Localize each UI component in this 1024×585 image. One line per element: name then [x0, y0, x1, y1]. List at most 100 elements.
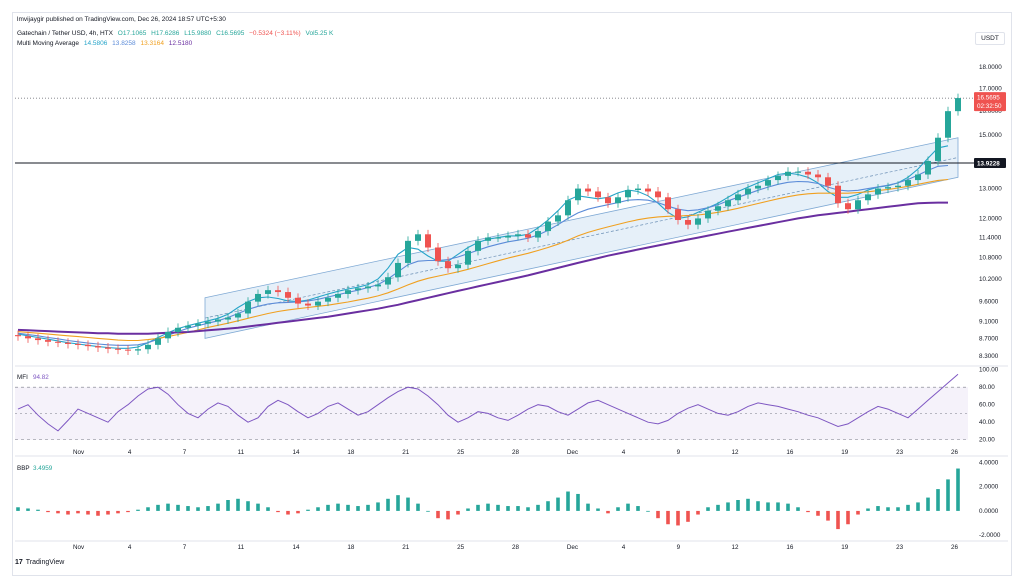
candle-body — [475, 240, 481, 251]
candle-body — [15, 335, 21, 337]
candle-body — [275, 290, 281, 293]
candle-body — [535, 231, 541, 238]
bbp-tick-1: 2.0000 — [979, 484, 999, 491]
bbp-bar — [746, 498, 750, 511]
bbp-bar — [256, 503, 260, 511]
bbp-bar — [36, 509, 40, 511]
bbp-bar — [526, 507, 530, 511]
bbp-bar — [646, 510, 650, 512]
bbp-bar — [696, 510, 700, 515]
bbp-bar — [816, 510, 820, 516]
candle-body — [605, 197, 611, 204]
bbp-bar — [56, 510, 60, 514]
tradingview-logo[interactable]: 17 TradingView — [15, 559, 64, 566]
candle-body — [915, 174, 921, 181]
bbp-bar — [186, 506, 190, 511]
currency-selector[interactable]: USDT — [975, 32, 1005, 45]
candle-body — [45, 340, 51, 342]
bbp-bar — [196, 507, 200, 511]
symbol-title[interactable]: Gatechain / Tether USD, 4h, HTX — [17, 30, 113, 37]
price-tick-1: 17.0000 — [979, 86, 1002, 93]
x-tick-bottom-4: 14 — [293, 544, 301, 551]
candle-body — [575, 188, 581, 201]
candle-body — [555, 215, 561, 222]
candle-body — [315, 301, 321, 306]
bbp-bar — [486, 503, 490, 511]
high-value: H17.6286 — [151, 30, 180, 37]
candle-body — [295, 297, 301, 304]
mfi-tick-0: 100.00 — [979, 367, 999, 374]
change-value: −0.5324 (−3.11%) — [249, 30, 301, 37]
bbp-bar — [806, 510, 810, 513]
candle-body — [935, 137, 941, 161]
x-tick-bottom-0: Nov — [73, 544, 85, 551]
bbp-bar — [286, 510, 290, 515]
bbp-bar — [176, 504, 180, 511]
bbp-bar — [496, 504, 500, 511]
candle-body — [895, 185, 901, 188]
candle-body — [305, 303, 311, 306]
x-tick-mid-9: Dec — [567, 449, 578, 456]
bbp-bar — [46, 510, 50, 513]
price-tick-8: 10.2000 — [979, 276, 1002, 283]
bbp-bar — [676, 510, 680, 526]
candle-body — [765, 180, 771, 186]
candle-body — [325, 297, 331, 302]
bbp-bar — [66, 510, 70, 515]
bbp-bar — [106, 510, 110, 515]
price-tick-0: 18.0000 — [979, 64, 1002, 71]
bbp-bar — [776, 502, 780, 511]
candle-body — [55, 341, 61, 343]
candle-body — [755, 185, 761, 189]
candle-body — [105, 347, 111, 349]
candle-body — [745, 188, 751, 195]
bbp-bar — [116, 510, 120, 514]
mma-label[interactable]: Multi Moving Average — [17, 40, 80, 47]
candle-body — [515, 234, 521, 236]
bbp-bar — [596, 508, 600, 511]
candle-body — [195, 323, 201, 326]
bbp-bar — [466, 508, 470, 511]
bbp-bar — [576, 493, 580, 511]
close-value: C16.5695 — [216, 30, 245, 37]
publisher-line: lmvijaygir published on TradingView.com,… — [17, 16, 226, 23]
bbp-bar — [836, 510, 840, 530]
candle-body — [125, 349, 131, 351]
bbp-bar — [856, 510, 860, 515]
candle-body — [235, 313, 241, 318]
candle-body — [505, 235, 511, 238]
mfi-tick-4: 20.00 — [979, 437, 995, 444]
candle-body — [135, 349, 141, 351]
candle-body — [445, 261, 451, 269]
bbp-bar — [606, 510, 610, 514]
bbp-bar — [206, 506, 210, 511]
bbp-tick-0: 4.0000 — [979, 459, 999, 466]
candle-body — [175, 327, 181, 332]
candle-body — [385, 277, 391, 285]
bbp-bar — [846, 510, 850, 525]
candle-body — [485, 237, 491, 241]
mma-value-2: 13.8258 — [112, 40, 136, 47]
candle-body — [145, 344, 151, 350]
bbp-bar — [476, 504, 480, 511]
bbp-bar — [266, 507, 270, 511]
x-tick-mid-6: 21 — [402, 449, 410, 456]
candle-body — [405, 240, 411, 263]
candle-body — [625, 190, 631, 198]
bbp-bar — [786, 503, 790, 511]
x-tick-mid-1: 4 — [128, 449, 132, 456]
bbp-bar — [906, 504, 910, 511]
candle-body — [225, 317, 231, 320]
bbp-bar — [226, 500, 230, 511]
bbp-bar — [96, 510, 100, 516]
candle-body — [665, 197, 671, 210]
bbp-title: BBP — [17, 465, 30, 472]
bbp-bar — [336, 503, 340, 511]
x-tick-mid-5: 18 — [347, 449, 355, 456]
bbp-bar — [276, 510, 280, 513]
bbp-bar — [706, 507, 710, 511]
candle-body — [65, 342, 71, 344]
candle-body — [655, 191, 661, 198]
ma-line-4 — [17, 201, 948, 335]
price-tick-9: 9.6000 — [979, 299, 999, 306]
